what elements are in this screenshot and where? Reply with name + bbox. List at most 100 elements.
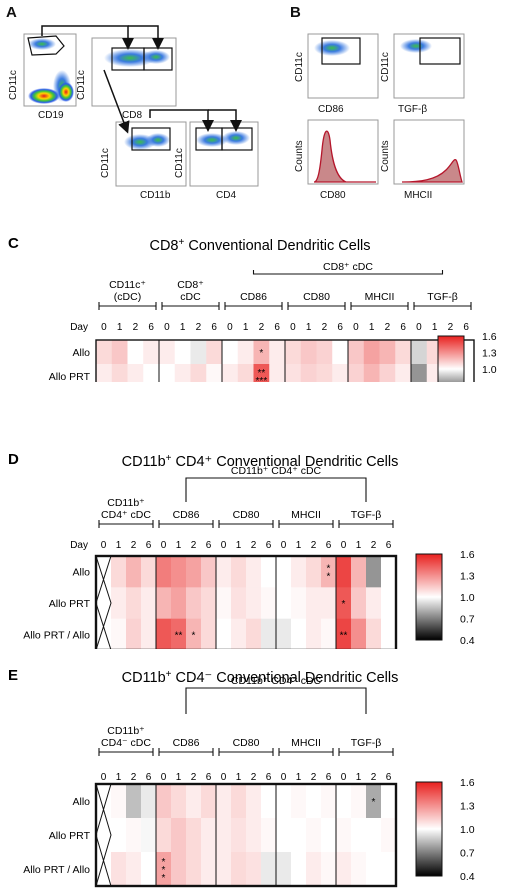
heatmap-cell [306, 852, 322, 887]
heatmap-cell [141, 784, 157, 819]
day-tick-label: 6 [326, 772, 332, 783]
heatmap-cell [246, 784, 262, 819]
day-tick-label: 1 [432, 322, 438, 333]
colorbar-tick-label: 1.6 [482, 331, 497, 343]
colorbar-tick-label: 1.0 [482, 364, 497, 376]
heatmap-panel-d: D CD11b+ CD4⁺ Conventional Dendritic Cell… [0, 444, 520, 649]
group-bar [98, 748, 154, 756]
group-bar [278, 520, 334, 528]
significance-star: ** [340, 630, 348, 641]
group-label: CD86 [240, 291, 267, 303]
day-tick-label: 2 [259, 322, 265, 333]
heatmap-cell [381, 818, 397, 853]
heatmap-cell [381, 618, 397, 649]
significance-star: * [192, 630, 196, 641]
heatmap-cell [276, 556, 292, 588]
heatmap-cell [246, 618, 262, 649]
heatmap-cell [348, 364, 365, 382]
cd80-histogram [313, 130, 376, 183]
colorbar-tick-label: 0.7 [460, 614, 475, 626]
heatmap-cell [126, 556, 142, 588]
heatmap-cell [366, 818, 382, 853]
axis-label: CD11c [100, 148, 111, 178]
heatmap-cell [363, 364, 380, 382]
heatmap-cell [174, 340, 191, 365]
colorbar-tick-label: 0.7 [482, 381, 497, 383]
row-label: Allo PRT / Allo [23, 864, 90, 876]
heatmap-cell [201, 852, 217, 887]
heatmap-cell [201, 587, 217, 620]
heatmap-cell [285, 364, 302, 382]
group-label: CD11c⁺ [109, 279, 146, 291]
row-label: Allo PRT [49, 598, 91, 610]
group-bar [224, 302, 283, 310]
heatmap-cell [216, 852, 232, 887]
group-bar [350, 302, 409, 310]
day-tick-label: 0 [161, 772, 167, 783]
heatmap-cell [222, 340, 239, 365]
day-tick-label: 1 [180, 322, 186, 333]
group-bracket [252, 270, 444, 275]
colorbar-tick-label: 0.4 [460, 871, 475, 883]
day-tick-label: 6 [337, 322, 343, 333]
colorbar-tick-label: 1.6 [460, 777, 475, 789]
day-tick-label: 0 [281, 540, 287, 551]
heatmap-cell [300, 364, 317, 382]
day-tick-label: 6 [386, 772, 392, 783]
day-tick-label: 2 [191, 540, 197, 551]
day-tick-label: 2 [131, 540, 137, 551]
day-tick-label: 2 [311, 540, 317, 551]
heatmap-cell [321, 587, 337, 620]
panel-title: CD8+ Conventional Dendritic Cells [149, 237, 370, 254]
heatmap-cell [111, 587, 127, 620]
day-tick-label: 2 [385, 322, 391, 333]
day-tick-label: 1 [236, 540, 242, 551]
heatmap-cell [381, 556, 397, 588]
heatmap-cell [141, 818, 157, 853]
axis-label: Counts [294, 140, 305, 172]
heatmap-border [94, 782, 398, 888]
heatmap-cell [111, 364, 128, 382]
day-tick-label: 0 [161, 540, 167, 551]
heatmap-svg: C CD8+ Conventional Dendritic Cells CD8⁺ c… [8, 235, 497, 383]
heatmap-cell [96, 340, 113, 365]
group-bar [218, 520, 274, 528]
heatmap-cell [379, 364, 396, 382]
panel-label: E [8, 667, 18, 684]
panel-title: CD11b+ CD4⁻ Conventional Dendritic Cells [122, 669, 399, 686]
group-bracket [185, 477, 367, 502]
heatmap-cell [174, 364, 191, 382]
panel-label: D [8, 451, 19, 468]
heatmap-cell [276, 587, 292, 620]
heatmap-cell [285, 340, 302, 365]
heatmap-cell [216, 784, 232, 819]
row-label: Allo [72, 796, 90, 808]
group-label: CD86 [173, 509, 200, 521]
heatmap-cell [261, 587, 277, 620]
heatmap-cell [351, 784, 367, 819]
heatmap-cell [306, 587, 322, 620]
axis-label: CD86 [318, 104, 344, 115]
axis-label: CD11c [174, 148, 185, 178]
heatmap-cell [332, 364, 349, 382]
mhcii-histogram [401, 158, 463, 183]
heatmap-border [94, 554, 398, 649]
heatmap-cell [231, 852, 247, 887]
heatmap-cell [156, 587, 172, 620]
group-label: CD80 [233, 509, 260, 521]
heatmap-cell [321, 852, 337, 887]
group-label: MHCII [291, 737, 321, 749]
panel-title: CD11b+ CD4⁺ Conventional Dendritic Cells [122, 453, 399, 470]
heatmap-cell [306, 818, 322, 853]
colorbar-tick-label: 1.0 [460, 592, 475, 604]
heatmap-cell [96, 364, 113, 382]
heatmap-cell [171, 818, 187, 853]
significance-star: * [342, 599, 346, 610]
heatmap-cell [381, 587, 397, 620]
heatmap-cell [127, 340, 144, 365]
heatmap-cell [316, 364, 333, 382]
colorbar [415, 781, 443, 877]
group-label: MHCII [365, 291, 395, 303]
heatmap-cell [261, 556, 277, 588]
